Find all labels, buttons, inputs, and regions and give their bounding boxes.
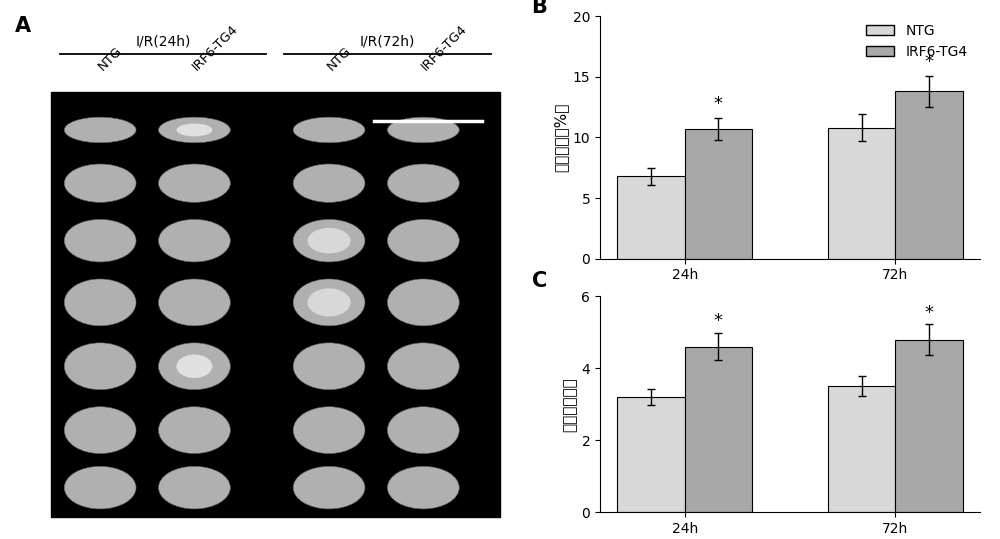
Ellipse shape	[64, 219, 136, 262]
Bar	[828, 386, 895, 512]
Ellipse shape	[387, 407, 459, 453]
Text: IRF6-TG4: IRF6-TG4	[419, 22, 470, 73]
Ellipse shape	[159, 343, 230, 390]
Ellipse shape	[159, 279, 230, 326]
Ellipse shape	[159, 117, 230, 143]
Ellipse shape	[159, 164, 230, 202]
Bar	[617, 397, 685, 512]
Text: NTG: NTG	[96, 44, 125, 73]
Ellipse shape	[387, 343, 459, 390]
Ellipse shape	[176, 355, 212, 378]
Ellipse shape	[176, 123, 212, 136]
Text: I/R(24h): I/R(24h)	[135, 34, 191, 49]
Ellipse shape	[64, 279, 136, 326]
Ellipse shape	[308, 288, 351, 316]
Ellipse shape	[293, 117, 365, 143]
Bar	[685, 129, 752, 259]
Text: *: *	[714, 312, 723, 330]
Text: B: B	[532, 0, 547, 17]
Ellipse shape	[387, 279, 459, 326]
Ellipse shape	[159, 466, 230, 509]
Ellipse shape	[64, 117, 136, 143]
Bar	[895, 91, 963, 259]
Bar	[895, 340, 963, 512]
Bar	[51, 92, 500, 517]
Bar	[828, 128, 895, 259]
Text: A: A	[15, 16, 31, 36]
Bar	[685, 347, 752, 512]
Legend: NTG, IRF6-TG4: NTG, IRF6-TG4	[861, 18, 973, 64]
Ellipse shape	[293, 466, 365, 509]
Y-axis label: 神经功能评分: 神经功能评分	[562, 377, 577, 432]
Text: *: *	[925, 303, 934, 322]
Text: I/R(72h): I/R(72h)	[360, 34, 415, 49]
Ellipse shape	[159, 407, 230, 453]
Ellipse shape	[64, 164, 136, 202]
Ellipse shape	[387, 117, 459, 143]
Ellipse shape	[64, 407, 136, 453]
Ellipse shape	[293, 343, 365, 390]
Text: IRF6-TG4: IRF6-TG4	[190, 22, 241, 73]
Ellipse shape	[308, 228, 351, 253]
Text: *: *	[925, 53, 934, 71]
Text: C: C	[532, 271, 547, 291]
Ellipse shape	[387, 466, 459, 509]
Ellipse shape	[293, 219, 365, 262]
Ellipse shape	[387, 164, 459, 202]
Ellipse shape	[293, 407, 365, 453]
Ellipse shape	[64, 466, 136, 509]
Ellipse shape	[293, 164, 365, 202]
Ellipse shape	[387, 219, 459, 262]
Text: NTG: NTG	[325, 44, 354, 73]
Bar	[617, 176, 685, 259]
Ellipse shape	[159, 219, 230, 262]
Text: *: *	[714, 95, 723, 113]
Ellipse shape	[64, 343, 136, 390]
Y-axis label: 棒死体积（%）: 棒死体积（%）	[553, 103, 568, 172]
Ellipse shape	[293, 279, 365, 326]
